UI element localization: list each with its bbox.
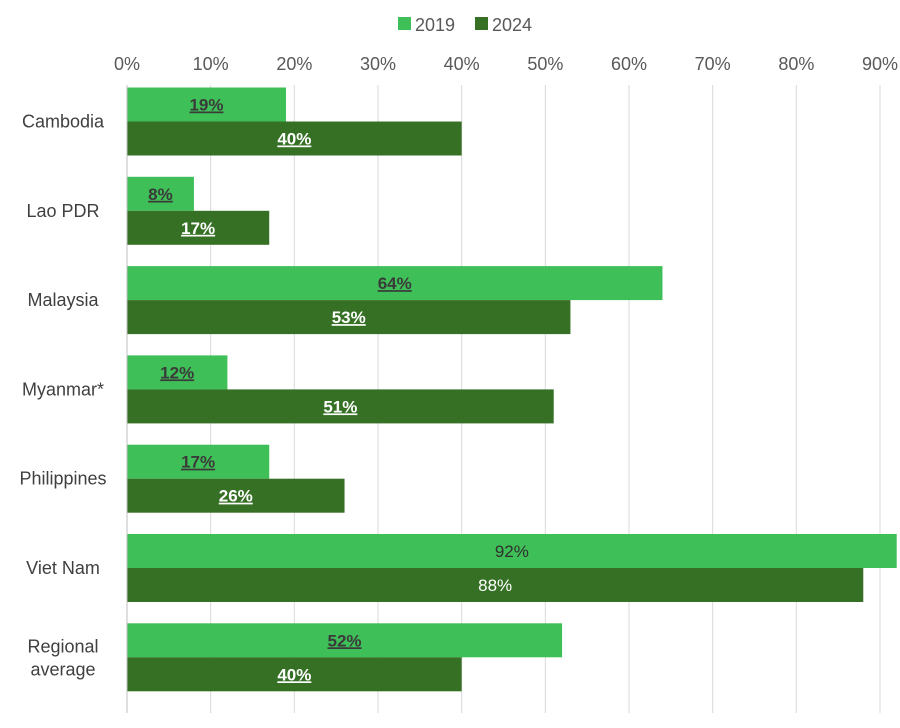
data-label: 92% — [495, 542, 529, 561]
data-label: 26% — [219, 487, 253, 506]
bar-2019-cambodia — [127, 87, 286, 122]
x-tick-label: 10% — [193, 54, 229, 74]
data-label: 12% — [160, 363, 194, 382]
bar-2024-lao-pdr — [127, 210, 270, 245]
x-tick-label: 90% — [862, 54, 898, 74]
data-label: 64% — [378, 274, 412, 293]
x-axis-tick-labels: 0% 10% 20% 30% 40% 50% 60% 70% 80% 90% — [114, 54, 898, 74]
category-label: Myanmar* — [22, 379, 104, 399]
bar-2019-malaysia — [127, 266, 663, 301]
bar-2019-lao-pdr — [127, 176, 194, 211]
bar-2019-regional-average — [127, 623, 563, 658]
data-label: 8% — [148, 185, 173, 204]
bar-2024-philippines — [127, 478, 345, 513]
x-tick-label: 70% — [695, 54, 731, 74]
data-label: 17% — [181, 453, 215, 472]
bar-2024-regional-average — [127, 657, 462, 692]
category-label: Lao PDR — [26, 201, 99, 221]
bar-2024-viet-nam — [127, 568, 864, 602]
data-label: 17% — [181, 219, 215, 238]
data-label: 40% — [277, 665, 311, 684]
bars — [127, 87, 897, 692]
data-labels: 19%40%8%17%64%53%12%51%17%26%92%88%52%40… — [148, 96, 529, 685]
data-label: 19% — [189, 96, 223, 115]
bar-2019-philippines — [127, 444, 270, 479]
category-label: Philippines — [19, 469, 106, 489]
legend-swatch-2024 — [475, 17, 488, 30]
data-label: 52% — [328, 631, 362, 650]
x-tick-label: 80% — [778, 54, 814, 74]
legend-swatch-2019 — [398, 17, 411, 30]
x-tick-label: 60% — [611, 54, 647, 74]
x-tick-label: 0% — [114, 54, 140, 74]
x-tick-label: 30% — [360, 54, 396, 74]
legend-label-2019: 2019 — [415, 15, 455, 35]
category-label: Viet Nam — [26, 558, 100, 578]
data-label: 51% — [323, 397, 357, 416]
legend-label-2024: 2024 — [492, 15, 532, 35]
x-tick-label: 20% — [276, 54, 312, 74]
bar-2024-malaysia — [127, 300, 571, 335]
x-tick-label: 50% — [527, 54, 563, 74]
category-labels: Cambodia Lao PDR Malaysia Myanmar* Philippin… — [19, 112, 106, 680]
bar-2024-myanmar- — [127, 389, 554, 424]
bar-2019-viet-nam — [127, 534, 897, 568]
data-label: 53% — [332, 308, 366, 327]
bar-2024-cambodia — [127, 121, 462, 156]
bar-2019-myanmar- — [127, 355, 228, 390]
category-label: Malaysia — [27, 290, 99, 310]
x-tick-label: 40% — [444, 54, 480, 74]
legend: 2019 2024 — [398, 15, 532, 35]
data-label: 40% — [277, 130, 311, 149]
data-label: 88% — [478, 576, 512, 595]
category-label: Regional average — [27, 636, 98, 679]
category-label: Cambodia — [22, 112, 105, 132]
